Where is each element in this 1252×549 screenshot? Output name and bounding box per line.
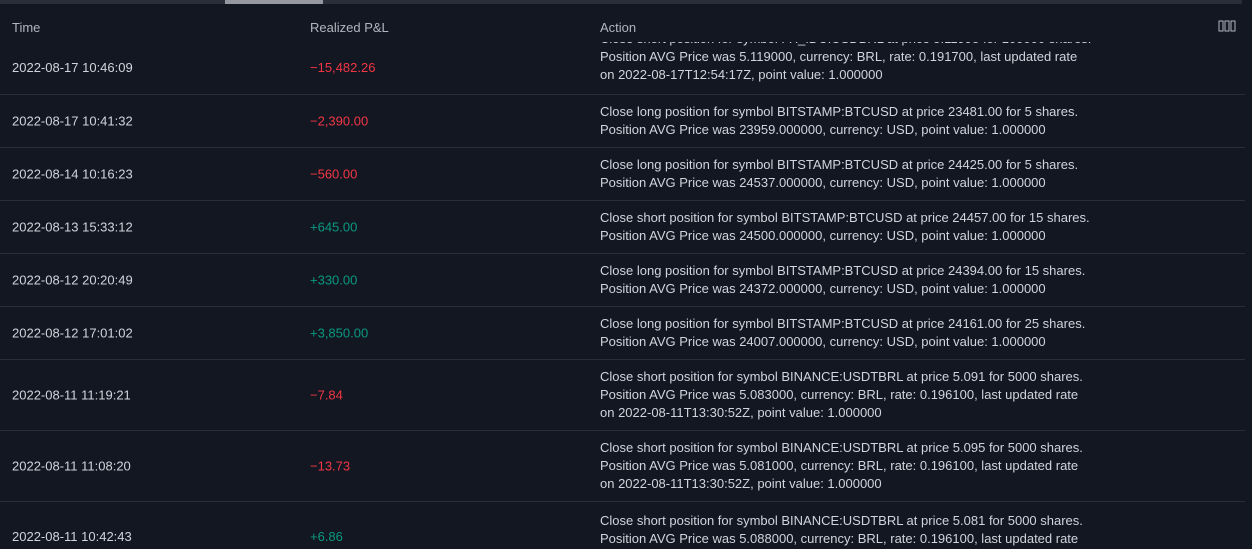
action-text-line: Position AVG Price was 5.119000, currenc… xyxy=(600,49,1078,64)
cell-time: 2022-08-12 20:20:49 xyxy=(12,272,133,288)
cell-realized-pnl: +6.86 xyxy=(310,529,343,544)
action-text-line: Position AVG Price was 24537.000000, cur… xyxy=(600,175,1046,190)
action-text-line: Close short position for symbol FX_IDC:U… xyxy=(600,42,1160,48)
table-row[interactable]: 2022-08-12 20:20:49 +330.00 Close long pos… xyxy=(0,254,1252,307)
vertical-scrollbar[interactable] xyxy=(1245,0,1252,549)
table-header: Time Realized P&L Action xyxy=(0,4,1252,42)
cell-action: Close long position for symbol BITSTAMP:… xyxy=(600,315,1160,351)
action-text-line: Position AVG Price was 5.081000, currenc… xyxy=(600,458,1079,473)
action-text-line: Position AVG Price was 24372.000000, cur… xyxy=(600,281,1046,296)
action-text-line: Position AVG Price was 23959.000000, cur… xyxy=(600,122,1046,137)
action-text-line: Position AVG Price was 5.083000, currenc… xyxy=(600,387,1079,402)
action-text-line: Close short position for symbol BINANCE:… xyxy=(600,440,1083,455)
cell-time: 2022-08-17 10:41:32 xyxy=(12,113,133,129)
columns-icon[interactable] xyxy=(1218,20,1236,32)
cell-realized-pnl: −13.73 xyxy=(310,458,351,474)
action-text-line: Close long position for symbol BITSTAMP:… xyxy=(600,104,1079,119)
action-text-line: Position AVG Price was 5.088000, currenc… xyxy=(600,531,1079,546)
column-header-realized-pnl[interactable]: Realized P&L xyxy=(310,20,389,35)
cell-time: 2022-08-11 10:42:43 xyxy=(12,529,132,544)
action-text-line: Position AVG Price was 24500.000000, cur… xyxy=(600,228,1046,243)
cell-action: Close short position for symbol BINANCE:… xyxy=(600,439,1160,493)
table-row[interactable]: 2022-08-13 15:33:12 +645.00 Close short po… xyxy=(0,201,1252,254)
table-row[interactable]: 2022-08-11 10:42:43 +6.86 Close short posi… xyxy=(0,502,1252,549)
cell-action: Close long position for symbol BITSTAMP:… xyxy=(600,156,1160,192)
cell-action: Close short position for symbol BINANCE:… xyxy=(600,512,1160,548)
action-text-line: Close long position for symbol BITSTAMP:… xyxy=(600,263,1086,278)
action-text-line: on 2022-08-11T13:30:52Z, point value: 1.… xyxy=(600,405,882,420)
cell-realized-pnl: −2,390.00 xyxy=(310,113,369,129)
cell-realized-pnl: +3,850.00 xyxy=(310,325,369,341)
table-row[interactable]: 2022-08-11 11:19:21 −7.84 Close short posi… xyxy=(0,360,1252,431)
horizontal-scrollbar[interactable] xyxy=(0,0,1242,4)
action-text-line: Close long position for symbol BITSTAMP:… xyxy=(600,316,1086,331)
cell-action: Close long position for symbol BITSTAMP:… xyxy=(600,103,1160,139)
cell-realized-pnl: +645.00 xyxy=(310,219,358,235)
action-text-line: Close short position for symbol BITSTAMP… xyxy=(600,210,1090,225)
cell-action: Close short position for symbol BITSTAMP… xyxy=(600,209,1160,245)
cell-realized-pnl: −15,482.26 xyxy=(310,60,376,75)
action-text-line: on 2022-08-17T12:54:17Z, point value: 1.… xyxy=(600,67,883,82)
action-text-line: on 2022-08-11T13:30:52Z, point value: 1.… xyxy=(600,476,882,491)
cell-action: Close long position for symbol BITSTAMP:… xyxy=(600,262,1160,298)
action-text-line: Close long position for symbol BITSTAMP:… xyxy=(600,157,1079,172)
table-body: 2022-08-17 10:46:09 −15,482.26 Close short… xyxy=(0,42,1252,549)
table-row[interactable]: 2022-08-14 10:16:23 −560.00 Close long pos… xyxy=(0,148,1252,201)
cell-realized-pnl: −560.00 xyxy=(310,166,358,182)
table-row[interactable]: 2022-08-11 11:08:20 −13.73 Close short pos… xyxy=(0,431,1252,502)
table-row[interactable]: 2022-08-17 10:46:09 −15,482.26 Close short… xyxy=(0,42,1252,95)
cell-time: 2022-08-14 10:16:23 xyxy=(12,166,133,182)
table-row[interactable]: 2022-08-12 17:01:02 +3,850.00 Close long p… xyxy=(0,307,1252,360)
action-text-line: Close short position for symbol BINANCE:… xyxy=(600,513,1083,528)
horizontal-scrollbar-thumb[interactable] xyxy=(225,0,323,4)
cell-time: 2022-08-13 15:33:12 xyxy=(12,219,133,235)
cell-realized-pnl: −7.84 xyxy=(310,387,343,403)
action-text-line: Close short position for symbol BINANCE:… xyxy=(600,369,1083,384)
cell-time: 2022-08-11 11:19:21 xyxy=(12,387,131,403)
cell-time: 2022-08-11 11:08:20 xyxy=(12,458,131,474)
action-text-line: Position AVG Price was 24007.000000, cur… xyxy=(600,334,1046,349)
cell-time: 2022-08-17 10:46:09 xyxy=(12,60,133,75)
cell-realized-pnl: +330.00 xyxy=(310,272,358,288)
column-header-action[interactable]: Action xyxy=(600,20,637,35)
cell-action: Close short position for symbol FX_IDC:U… xyxy=(600,42,1160,84)
cell-action: Close short position for symbol BINANCE:… xyxy=(600,368,1160,422)
column-header-time[interactable]: Time xyxy=(12,20,41,35)
table-row[interactable]: 2022-08-17 10:41:32 −2,390.00 Close long p… xyxy=(0,95,1252,148)
cell-time: 2022-08-12 17:01:02 xyxy=(12,325,133,341)
